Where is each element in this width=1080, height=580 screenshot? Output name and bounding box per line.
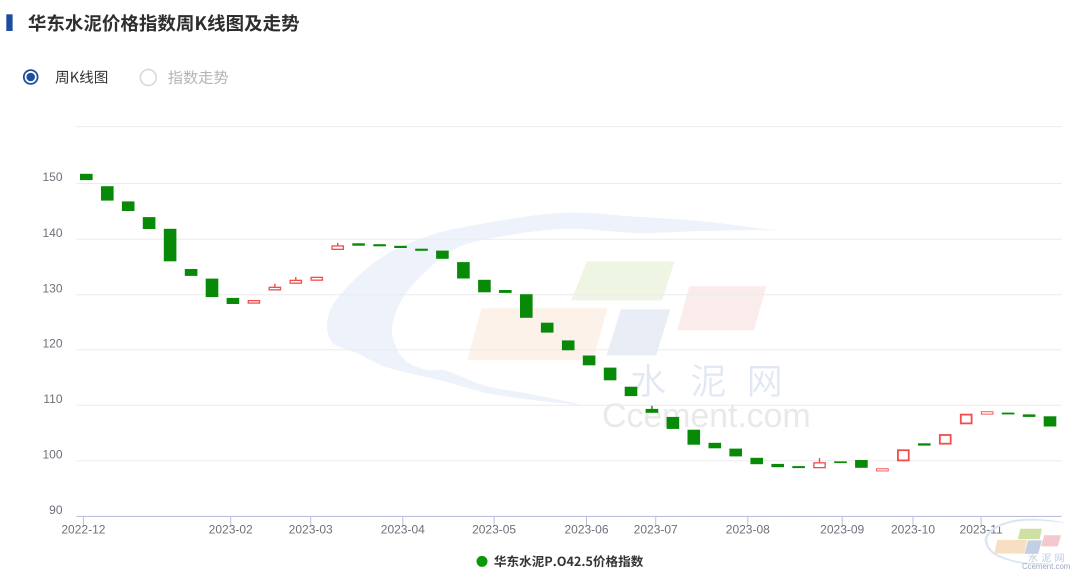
svg-text:2022-12: 2022-12 (61, 523, 105, 537)
svg-text:Ccement.com: Ccement.com (602, 397, 811, 435)
svg-text:2023-04: 2023-04 (381, 523, 425, 537)
svg-text:2023-02: 2023-02 (209, 523, 253, 537)
svg-text:2023-07: 2023-07 (634, 523, 678, 537)
svg-text:130: 130 (42, 282, 62, 296)
svg-text:120: 120 (42, 336, 62, 350)
svg-text:90: 90 (49, 503, 63, 517)
svg-text:2023-09: 2023-09 (820, 523, 864, 537)
svg-text:110: 110 (43, 392, 62, 406)
svg-text:Ccement.com: Ccement.com (1022, 562, 1070, 571)
svg-text:2023-08: 2023-08 (726, 523, 770, 537)
svg-text:150: 150 (42, 170, 62, 184)
svg-text:2023-11: 2023-11 (960, 523, 1003, 537)
svg-text:2023-03: 2023-03 (289, 523, 333, 537)
svg-text:100: 100 (42, 448, 62, 462)
svg-text:2023-06: 2023-06 (564, 523, 608, 537)
svg-text:2023-05: 2023-05 (472, 523, 516, 537)
svg-text:140: 140 (42, 226, 62, 240)
svg-text:2023-10: 2023-10 (891, 523, 935, 537)
